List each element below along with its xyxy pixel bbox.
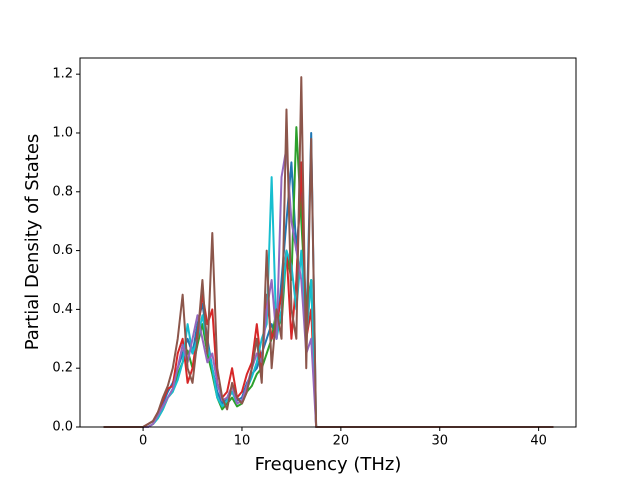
y-tick-label: 0.2 — [52, 361, 73, 376]
y-tick-label: 1.0 — [52, 125, 73, 140]
y-tick-label: 0.6 — [52, 243, 73, 258]
x-tick-label: 10 — [234, 434, 251, 449]
series-line — [103, 126, 554, 428]
y-tick-label: 0.0 — [52, 420, 73, 435]
x-axis-label: Frequency (THz) — [255, 454, 402, 475]
y-tick-label: 0.4 — [52, 302, 73, 317]
axes-frame — [79, 57, 577, 428]
y-axis-label: Partial Density of States — [22, 134, 43, 351]
x-tick-label: 0 — [139, 434, 147, 449]
y-tick-label: 1.2 — [52, 67, 73, 82]
series-line — [103, 76, 554, 428]
plot-area — [103, 76, 554, 428]
x-tick-label: 40 — [530, 434, 547, 449]
series-line — [103, 131, 554, 428]
series-line — [103, 161, 554, 428]
x-tick-label: 30 — [431, 434, 448, 449]
x-tick-label: 20 — [333, 434, 350, 449]
series-line — [103, 176, 554, 428]
y-tick-label: 0.8 — [52, 184, 73, 199]
